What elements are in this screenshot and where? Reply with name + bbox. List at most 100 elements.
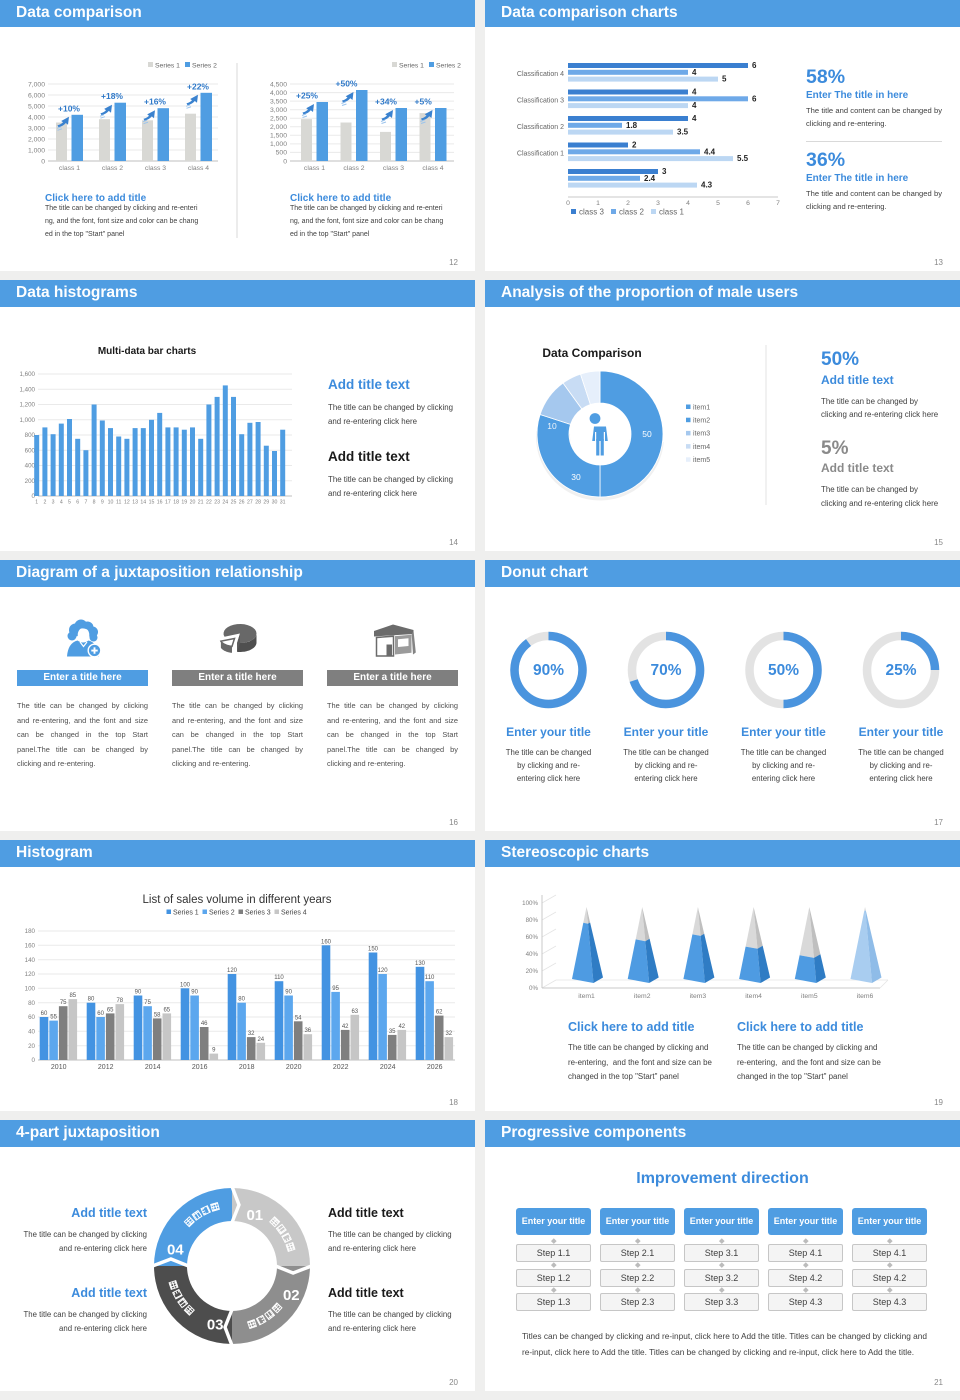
svg-text:item1: item1 [693,404,710,411]
svg-text:3.5: 3.5 [677,128,689,137]
svg-text:5: 5 [716,200,720,207]
svg-text:2020: 2020 [286,1064,302,1071]
svg-text:item6: item6 [857,993,874,1000]
svg-text:65: 65 [163,1007,170,1013]
svg-text:95: 95 [332,986,339,992]
svg-text:62: 62 [436,1010,443,1016]
svg-text:class 3: class 3 [383,165,404,172]
svg-text:+5%: +5% [415,97,433,107]
svg-text:16: 16 [157,500,163,506]
svg-text:item1: item1 [578,993,595,1000]
svg-text:42: 42 [342,1024,349,1030]
svg-text:+18%: +18% [101,91,123,101]
svg-text:4.3: 4.3 [701,181,713,190]
svg-text:20%: 20% [526,968,539,975]
svg-text:50: 50 [642,429,652,439]
svg-text:1,000: 1,000 [20,417,36,424]
svg-text:5.5: 5.5 [737,154,749,163]
svg-text:2026: 2026 [427,1064,443,1071]
svg-text:Series 1: Series 1 [155,62,180,69]
svg-text:6: 6 [746,200,750,207]
svg-text:Series 1: Series 1 [399,62,424,69]
svg-text:55: 55 [50,1015,57,1021]
svg-text:60%: 60% [526,934,539,941]
svg-text:02: 02 [283,1287,300,1304]
svg-text:3,000: 3,000 [28,125,45,132]
svg-text:600: 600 [25,447,36,454]
svg-text:19: 19 [181,500,187,506]
svg-text:+34%: +34% [375,97,397,107]
svg-text:item5: item5 [801,993,818,1000]
svg-text:class 4: class 4 [422,165,443,172]
svg-text:item4: item4 [693,444,710,451]
svg-text:3: 3 [662,167,667,176]
svg-text:3: 3 [52,500,55,506]
svg-text:0: 0 [41,158,45,165]
svg-text:0%: 0% [529,985,538,992]
svg-text:1,500: 1,500 [270,133,287,140]
svg-text:4: 4 [692,114,697,123]
svg-text:75: 75 [144,1000,151,1006]
svg-text:Classification 4: Classification 4 [517,71,564,78]
svg-text:01: 01 [246,1207,263,1224]
svg-text:1.8: 1.8 [626,121,638,130]
svg-text:+22%: +22% [187,81,209,91]
svg-text:28: 28 [255,500,261,506]
svg-text:160: 160 [25,943,36,950]
svg-text:30: 30 [571,472,581,482]
svg-text:class 2: class 2 [343,165,364,172]
svg-text:80%: 80% [526,917,539,924]
svg-text:60: 60 [41,1011,48,1017]
svg-text:100%: 100% [522,900,538,907]
svg-text:4: 4 [60,500,63,506]
svg-text:130: 130 [415,961,426,967]
svg-text:24: 24 [222,500,228,506]
svg-text:120: 120 [25,971,36,978]
svg-text:Series 4: Series 4 [281,909,307,916]
svg-text:7: 7 [776,200,780,207]
svg-text:Data Comparison: Data Comparison [542,346,641,360]
svg-text:2: 2 [43,500,46,506]
svg-text:0: 0 [566,200,570,207]
svg-text:29: 29 [263,500,269,506]
svg-text:26: 26 [239,500,245,506]
svg-text:70%: 70% [650,662,681,679]
svg-text:46: 46 [201,1021,208,1027]
svg-text:7: 7 [84,500,87,506]
svg-text:200: 200 [25,478,36,485]
svg-text:Multi-data bar charts: Multi-data bar charts [98,346,197,357]
svg-text:80: 80 [238,997,245,1003]
svg-text:Series 2: Series 2 [192,62,217,69]
svg-text:6: 6 [76,500,79,506]
svg-text:Classification 1: Classification 1 [517,151,564,158]
svg-text:14: 14 [140,500,146,506]
svg-text:03: 03 [207,1317,224,1334]
svg-text:20: 20 [190,500,196,506]
svg-text:2016: 2016 [192,1064,208,1071]
svg-text:180: 180 [25,928,36,935]
svg-text:1: 1 [35,500,38,506]
svg-text:List of sales volume in differ: List of sales volume in different years [143,894,332,906]
svg-text:6: 6 [752,94,757,103]
svg-text:3,000: 3,000 [270,107,287,114]
svg-text:04: 04 [167,1242,184,1259]
svg-text:class 3: class 3 [579,207,604,216]
svg-text:90%: 90% [533,662,564,679]
svg-text:2,000: 2,000 [270,124,287,131]
svg-text:class 1: class 1 [59,165,80,172]
svg-text:4: 4 [692,68,697,77]
svg-text:110: 110 [274,975,284,981]
svg-text:40%: 40% [526,951,539,958]
svg-text:class 2: class 2 [619,207,644,216]
svg-text:500: 500 [276,150,288,157]
svg-text:140: 140 [25,957,36,964]
svg-text:80: 80 [28,1000,35,1007]
svg-text:150: 150 [368,947,379,953]
svg-text:2024: 2024 [380,1064,396,1071]
svg-text:4: 4 [686,200,690,207]
svg-text:+16%: +16% [144,97,166,107]
svg-text:120: 120 [227,968,238,974]
svg-text:24: 24 [257,1037,264,1043]
svg-text:78: 78 [116,998,123,1004]
svg-text:80: 80 [88,997,95,1003]
